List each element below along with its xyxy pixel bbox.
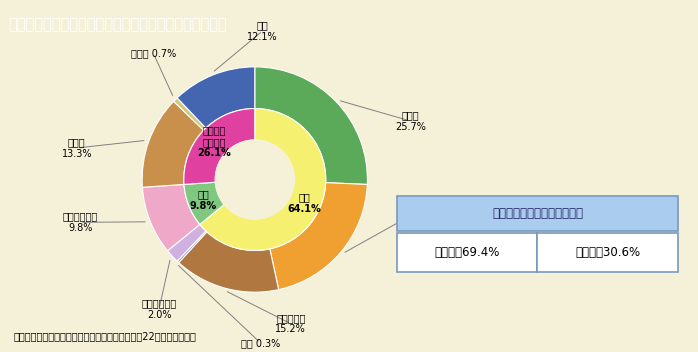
Wedge shape xyxy=(255,67,367,184)
Text: 不詳
12.1%: 不詳 12.1% xyxy=(247,20,278,42)
Bar xyxy=(396,233,537,272)
Wedge shape xyxy=(184,182,224,225)
Wedge shape xyxy=(168,225,206,261)
Text: 女　性　69.4%: 女 性 69.4% xyxy=(434,246,500,259)
Text: 事業者
13.3%: 事業者 13.3% xyxy=(61,137,92,159)
Text: 第１－４－８図　要介護者等から見た主な介護者の続柄: 第１－４－８図 要介護者等から見た主な介護者の続柄 xyxy=(8,17,227,32)
Text: 同居
64.1%: 同居 64.1% xyxy=(288,193,322,214)
Text: 父母 0.3%: 父母 0.3% xyxy=(241,338,280,348)
Text: 同居の主な介護者の男女内訳: 同居の主な介護者の男女内訳 xyxy=(492,207,583,220)
Bar xyxy=(396,196,678,231)
Text: （備考）厚生労働省「国民生活基礎調査」（平成22年）より作成。: （備考）厚生労働省「国民生活基礎調査」（平成22年）より作成。 xyxy=(14,331,197,341)
Wedge shape xyxy=(184,108,255,184)
Text: 子の配偶者
15.2%: 子の配偶者 15.2% xyxy=(276,313,306,334)
Wedge shape xyxy=(270,183,367,290)
Text: 男　性　30.6%: 男 性 30.6% xyxy=(575,246,640,259)
Text: 別居の家族等
9.8%: 別居の家族等 9.8% xyxy=(63,212,98,233)
Wedge shape xyxy=(177,231,207,263)
Text: 同別居の
区別なし
26.1%: 同別居の 区別なし 26.1% xyxy=(198,125,231,158)
Wedge shape xyxy=(179,232,279,292)
Wedge shape xyxy=(174,98,206,130)
Wedge shape xyxy=(177,67,255,128)
Wedge shape xyxy=(142,101,204,187)
Text: その他の親族
2.0%: その他の親族 2.0% xyxy=(142,298,177,320)
Text: 配偶者
25.7%: 配偶者 25.7% xyxy=(395,110,426,132)
Wedge shape xyxy=(142,184,200,251)
Text: 別居
9.8%: 別居 9.8% xyxy=(190,189,217,210)
Bar xyxy=(537,233,678,272)
Text: その他 0.7%: その他 0.7% xyxy=(131,48,176,58)
Text: 子
20.9%: 子 20.9% xyxy=(399,202,430,224)
Circle shape xyxy=(216,140,294,219)
Wedge shape xyxy=(200,108,326,251)
